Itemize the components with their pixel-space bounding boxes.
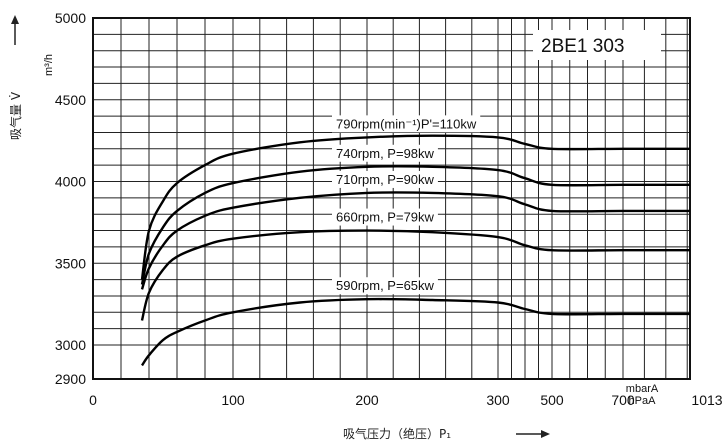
x-axis-title: 吸气压力（绝压）P₁: [343, 426, 451, 441]
series-label-bg: [332, 170, 438, 188]
x-tick-label: 300: [486, 392, 510, 408]
x-tick-label: 500: [540, 392, 564, 408]
series-line: [140, 229, 690, 321]
tick-labels: 2900 3000 3500 4000 4500 5000 0 100 200 300 500 700…: [55, 10, 723, 408]
y-tick-label: 3500: [55, 255, 86, 271]
y-axis-title: 吸气量 V̇: [8, 91, 23, 140]
series-label-bg: [332, 277, 438, 295]
x-tick-label: 700: [611, 392, 635, 408]
y-tick-label: 4000: [55, 174, 86, 190]
series-label-bg: [332, 115, 481, 133]
model-label-bg: [533, 30, 661, 60]
x-axis-arrow-head: [541, 430, 550, 438]
y-axis-arrow-head: [11, 15, 19, 24]
series-label-bg: [332, 208, 438, 226]
series-label: 710rpm, P=90kw: [336, 172, 435, 187]
series-line: [141, 297, 690, 367]
series-label: 790rpm(min⁻¹)P'=110kw: [336, 116, 477, 131]
x-tick-label: 100: [221, 392, 245, 408]
series-label: 740rpm, P=98kw: [336, 146, 435, 161]
series-label: 660rpm, P=79kw: [336, 210, 435, 225]
series-group: [140, 134, 691, 367]
y-tick-label: 5000: [55, 10, 86, 26]
series-labels: 790rpm(min⁻¹)P'=110kw 740rpm, P=98kw 710rp…: [332, 115, 481, 295]
y-axis-unit: m³/h: [43, 54, 55, 76]
y-tick-label: 3000: [55, 337, 86, 353]
series-label-bg: [332, 144, 438, 162]
model-label: 2BE1 303: [541, 36, 624, 57]
series-line: [140, 191, 691, 290]
x-tick-label: 200: [355, 392, 379, 408]
y-tick-label: 2900: [55, 371, 86, 387]
series-label: 590rpm, P=65kw: [336, 278, 435, 293]
y-tick-label: 4500: [55, 92, 86, 108]
x-tick-label: 0: [89, 392, 97, 408]
plot-area: [93, 18, 690, 379]
x-unit-top: mbarA: [626, 383, 659, 395]
x-tick-label: 1013: [691, 392, 722, 408]
series-line: [140, 165, 690, 285]
x-unit-bottom: hPaA: [629, 395, 657, 407]
series-line: [140, 134, 690, 280]
plot-frame: [92, 17, 691, 380]
